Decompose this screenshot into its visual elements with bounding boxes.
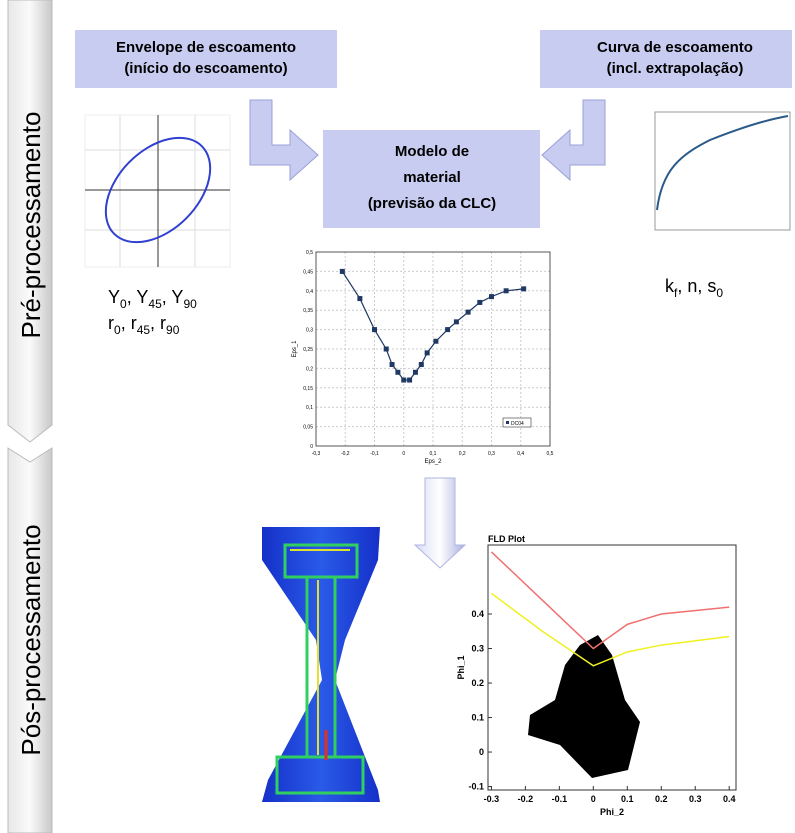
box-text: Envelope de escoamento [116, 39, 296, 56]
x-tick-label: -0.2 [518, 794, 534, 804]
param-part: , r [121, 313, 137, 333]
param-text: Y0, Y45, Y90 [108, 287, 197, 311]
param-part: , n, s [677, 276, 716, 296]
y-tick-label: 0,05 [303, 425, 313, 431]
y-tick-label: 0,45 [303, 269, 313, 275]
y-tick-label: 0,1 [306, 405, 313, 411]
param-part: , Y [162, 287, 184, 307]
y-tick-label: 0,2 [306, 366, 313, 372]
point [521, 286, 526, 291]
subscript: 90 [166, 323, 180, 337]
point [401, 378, 406, 383]
x-tick-label: 0,5 [547, 451, 554, 457]
point [419, 362, 424, 367]
box-text: (incl. extrapolação) [607, 60, 744, 77]
x-tick-label: 0,3 [488, 451, 495, 457]
x-tick-label: 0.3 [689, 794, 702, 804]
legend-marker [506, 421, 509, 424]
curve-chart [655, 112, 790, 230]
arrow [250, 100, 318, 180]
y-tick-label: 0.3 [471, 644, 484, 654]
param-part: Y [108, 287, 120, 307]
param-text: r0, r45, r90 [108, 313, 180, 337]
point [433, 339, 438, 344]
legend-label: DC04 [511, 421, 524, 427]
x-tick-label: 0.1 [621, 794, 634, 804]
y-tick-label: -0.1 [468, 782, 484, 792]
y-tick-label: 0 [310, 444, 313, 450]
curve [491, 552, 729, 649]
sidebar-label: Pré-processamento [16, 112, 46, 339]
ellipse-chart [85, 115, 230, 267]
arrow [415, 478, 465, 568]
subscript: 45 [137, 323, 151, 337]
x-tick-label: 0,4 [517, 451, 524, 457]
point [372, 327, 377, 332]
box-text: Modelo de [395, 143, 469, 160]
point [425, 350, 430, 355]
x-tick-label: 0,2 [459, 451, 466, 457]
point [466, 310, 471, 315]
point [407, 378, 412, 383]
y-tick-label: 0 [479, 747, 484, 757]
y-tick-label: 0.4 [471, 609, 484, 619]
fld-chart: -0.3 -0.2 -0.1 0 0.1 0.2 0.3 0.4 -0.1 0 0.1 0.2 0.3 0… [456, 534, 736, 817]
point [384, 347, 389, 352]
param-part: , r [150, 313, 166, 333]
y-tick-label: 0,25 [303, 347, 313, 353]
y-axis-label: Eps_1 [292, 340, 298, 358]
x-axis-label: Eps_2 [424, 459, 442, 465]
point [395, 370, 400, 375]
y-tick-label: 0.2 [471, 678, 484, 688]
y-tick-label: 0,35 [303, 308, 313, 314]
subscript: 90 [183, 297, 197, 311]
chart-title: FLD Plot [488, 534, 525, 544]
box-text: (previsão da CLC) [368, 195, 496, 212]
x-tick-label: -0,3 [312, 451, 321, 457]
y-axis-label: Phi_1 [456, 655, 466, 679]
box-text: Curva de escoamento [597, 39, 753, 56]
x-tick-label: -0,1 [370, 451, 379, 457]
param-part: , Y [127, 287, 149, 307]
point [390, 362, 395, 367]
x-axis-label: Phi_2 [600, 807, 624, 817]
x-tick-label: 0,1 [430, 451, 437, 457]
point [413, 370, 418, 375]
x-tick-label: 0.4 [723, 794, 736, 804]
y-tick-label: 0,5 [306, 250, 313, 256]
y-tick-label: 0,15 [303, 386, 313, 392]
mesh-image [262, 527, 380, 802]
box-text: (início do escoamento) [124, 60, 287, 77]
arrow [542, 100, 605, 180]
y-tick-label: 0,3 [306, 328, 313, 334]
point [340, 269, 345, 274]
x-tick-label: -0,2 [341, 451, 350, 457]
subscript: 45 [148, 297, 162, 311]
x-tick-label: 0.2 [655, 794, 668, 804]
x-tick-label: 0 [591, 794, 596, 804]
scatter-cloud [528, 635, 640, 778]
subscript: 0 [716, 286, 723, 300]
x-tick-label: 0 [402, 451, 405, 457]
y-tick-label: 0.1 [471, 713, 484, 723]
sidebar-label: Pós-processamento [16, 524, 46, 755]
point [454, 319, 459, 324]
point [357, 296, 362, 301]
point [445, 327, 450, 332]
x-tick-label: -0.1 [552, 794, 568, 804]
x-tick-label: -0.3 [484, 794, 500, 804]
point [504, 288, 509, 293]
box-text: material [403, 169, 461, 186]
flc-chart: -0,3 -0,2 -0,1 0 0,1 0,2 0,3 0,4 0,5 0 0,05 0,1 0,15… [290, 240, 560, 472]
point [489, 294, 494, 299]
diagram: Pré-processamento Pós-processamento Enve… [0, 0, 795, 833]
point [477, 300, 482, 305]
y-tick-label: 0,4 [306, 289, 313, 295]
param-text: kf, n, s0 [665, 276, 723, 300]
